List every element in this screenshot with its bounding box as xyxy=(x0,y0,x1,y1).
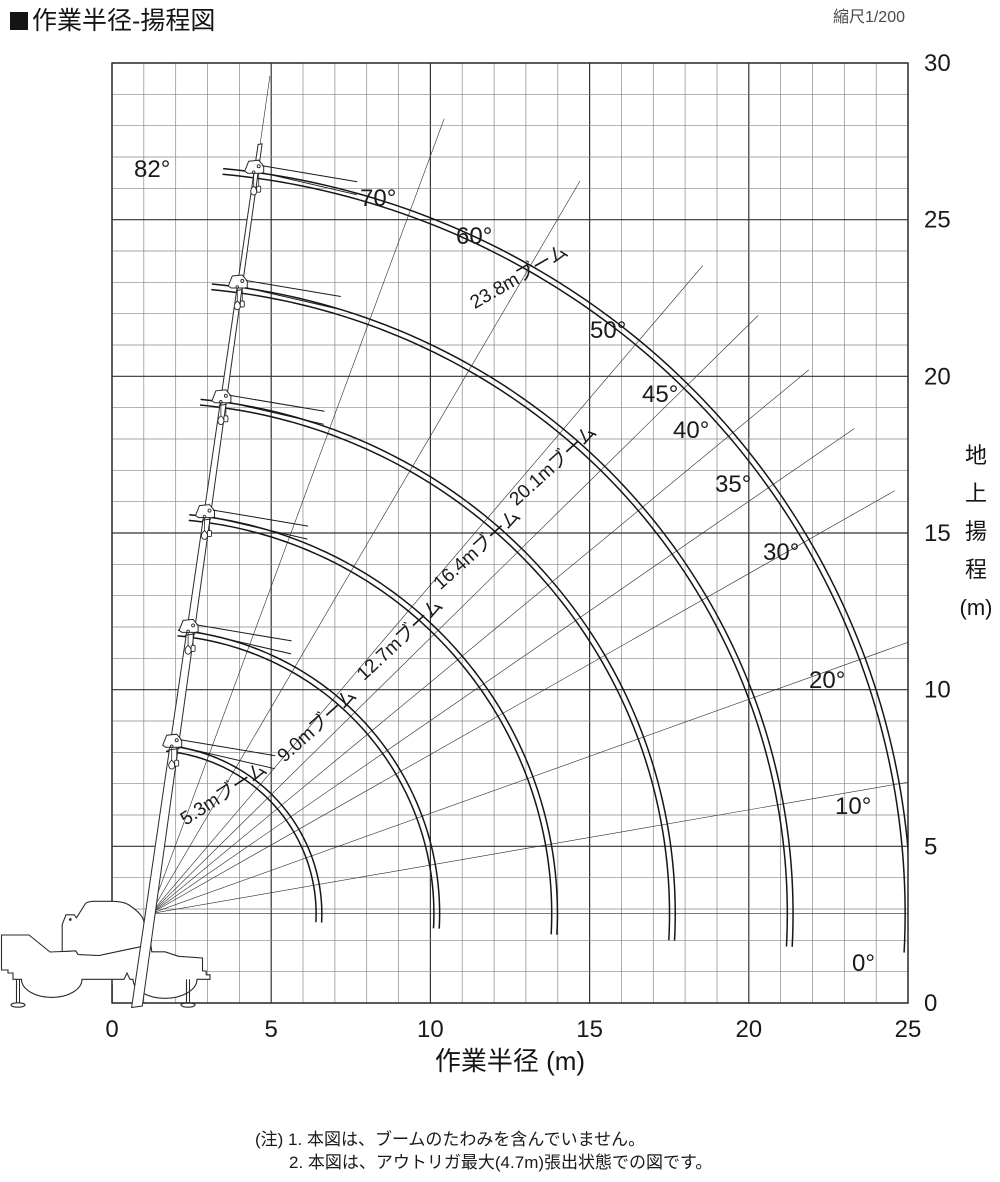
svg-text:15: 15 xyxy=(924,520,951,547)
svg-text:20: 20 xyxy=(735,1016,762,1043)
svg-text:(注) 1. 本図は、ブームのたわみを含んでいません。: (注) 1. 本図は、ブームのたわみを含んでいません。 xyxy=(255,1129,645,1149)
svg-text:2. 本図は、アウトリガ最大(4.7m)張出状態での図です。: 2. 本図は、アウトリガ最大(4.7m)張出状態での図です。 xyxy=(255,1153,712,1172)
svg-text:30: 30 xyxy=(924,50,951,77)
svg-text:程: 程 xyxy=(965,557,987,582)
svg-text:70°: 70° xyxy=(360,185,396,212)
svg-text:0: 0 xyxy=(924,990,937,1017)
svg-text:10: 10 xyxy=(417,1016,444,1043)
svg-text:10: 10 xyxy=(924,677,951,704)
svg-text:0°: 0° xyxy=(852,950,875,977)
svg-text:作業半径-揚程図: 作業半径-揚程図 xyxy=(32,7,215,35)
svg-text:45°: 45° xyxy=(642,381,678,408)
svg-text:地: 地 xyxy=(965,443,987,468)
svg-text:82°: 82° xyxy=(134,156,170,183)
svg-text:5: 5 xyxy=(924,833,937,860)
svg-text:50°: 50° xyxy=(590,317,626,344)
svg-text:上: 上 xyxy=(965,481,987,506)
svg-text:0: 0 xyxy=(105,1016,118,1043)
svg-text:揚: 揚 xyxy=(965,519,987,544)
svg-text:25: 25 xyxy=(895,1016,922,1043)
svg-text:60°: 60° xyxy=(456,223,492,250)
svg-text:15: 15 xyxy=(576,1016,603,1043)
svg-text:作業半径 (m): 作業半径 (m) xyxy=(435,1046,585,1076)
svg-text:30°: 30° xyxy=(763,539,799,566)
svg-text:20: 20 xyxy=(924,363,951,390)
svg-text:10°: 10° xyxy=(835,793,871,820)
svg-text:35°: 35° xyxy=(715,471,751,498)
svg-text:40°: 40° xyxy=(673,417,709,444)
svg-text:20°: 20° xyxy=(809,667,845,694)
svg-text:縮尺1/200: 縮尺1/200 xyxy=(833,8,905,26)
svg-text:(m): (m) xyxy=(960,595,993,620)
svg-text:25: 25 xyxy=(924,207,951,234)
svg-text:5: 5 xyxy=(265,1016,278,1043)
